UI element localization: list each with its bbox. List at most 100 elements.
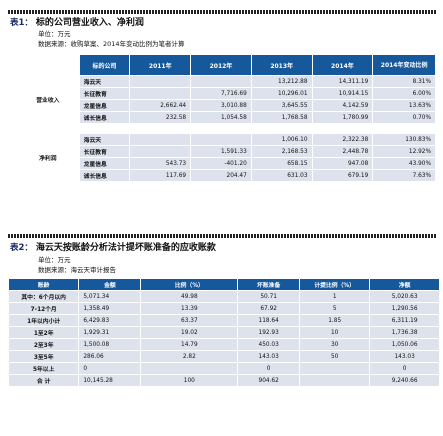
value-cell: 3,645.55: [251, 100, 312, 111]
table1-unit: 单位：万元: [38, 30, 71, 38]
table-row: 龙星信息 2,662.44 3,010.88 3,645.55 4,142.59…: [17, 100, 435, 111]
value-cell: 2,168.53: [251, 146, 312, 157]
rate-cell: [300, 363, 370, 374]
table-row: 长征教育 7,716.69 10,296.01 10,914.15 6.00%: [17, 88, 435, 99]
change-cell: 8.31%: [373, 76, 435, 87]
company-cell: 长征教育: [79, 146, 130, 157]
table2-prefix: 表2：: [10, 242, 33, 253]
table2-header-cell: 净额: [370, 279, 439, 290]
amount-cell: 0: [79, 363, 141, 374]
rate-cell: [300, 375, 370, 386]
table-row: 其中：6个月以内 5,071.34 49.98 50.71 1 5,020.63: [9, 291, 439, 302]
company-cell: 诚长信息: [79, 170, 130, 181]
value-cell: [130, 88, 191, 99]
provision-cell: 67.92: [238, 303, 300, 314]
company-cell: 海云天: [79, 134, 130, 145]
value-cell: 1,006.10: [251, 134, 312, 145]
age-cell: 2至3年: [9, 339, 79, 350]
amount-cell: 286.06: [79, 351, 141, 362]
value-cell: 10,914.15: [312, 88, 373, 99]
change-cell: 6.00%: [373, 88, 435, 99]
value-cell: 7,716.69: [191, 88, 251, 99]
table2-title: 海云天按账龄分析法计提坏账准备的应收账款: [35, 243, 216, 253]
amount-cell: 1,929.31: [79, 327, 141, 338]
rate-cell: 10: [300, 327, 370, 338]
ratio-cell: 13.39: [141, 303, 238, 314]
rate-cell: 50: [300, 351, 370, 362]
change-cell: 13.63%: [373, 100, 435, 111]
ratio-cell: 100: [141, 375, 238, 386]
value-cell: 3,010.88: [191, 100, 251, 111]
company-cell: 龙星信息: [79, 100, 130, 111]
value-cell: -401.20: [191, 158, 251, 169]
revenue-profit-table: 标的公司 2011年 2012年 2013年 2014年 2014年变动比例 营…: [16, 54, 436, 182]
value-cell: 2,448.78: [312, 146, 373, 157]
table2-header-cell: 计提比例（%）: [300, 279, 370, 290]
table-row: 营业收入 海云天 13,212.88 14,311.19 8.31%: [17, 76, 435, 123]
value-cell: [191, 76, 251, 87]
value-cell: 2,322.38: [312, 134, 373, 145]
table2-title-row: 表2： 海云天按账龄分析法计提坏账准备的应收账款: [10, 240, 216, 254]
table2-header-cell: 账龄: [9, 279, 79, 290]
value-cell: 1,780.99: [312, 112, 373, 123]
table1-header-cell: 2014年变动比例: [373, 55, 435, 75]
table1-header-cell: 2012年: [191, 55, 251, 75]
table1-header-row: 标的公司 2011年 2012年 2013年 2014年 2014年变动比例: [17, 55, 435, 75]
provision-cell: 143.03: [238, 351, 300, 362]
value-cell: 631.03: [251, 170, 312, 181]
table-row: 龙星信息 543.73 -401.20 658.15 947.08 43.90%: [17, 158, 435, 169]
table-row: 7-12个月 1,358.49 13.39 67.92 5 1,290.56: [9, 303, 439, 314]
age-cell: 3至5年: [9, 351, 79, 362]
table2-header-row: 账龄 金额 比例（%） 坏账准备 计提比例（%） 净额: [9, 279, 439, 290]
table2-header-cell: 比例（%）: [141, 279, 238, 290]
company-cell: 龙星信息: [79, 158, 130, 169]
table1-source: 数据来源：收购草案、2014年变动比例为笔者计算: [38, 40, 185, 48]
table-row: 1年以内小计 6,429.83 63.37 118.64 1.85 6,311.…: [9, 315, 439, 326]
spacer-row: [17, 124, 435, 133]
group-label-revenue: 营业收入: [17, 76, 79, 123]
header-stripe: [8, 234, 437, 238]
net-cell: 1,050.06: [370, 339, 439, 350]
value-cell: 1,768.58: [251, 112, 312, 123]
company-cell: 长征教育: [79, 88, 130, 99]
table1-header-cell: 标的公司: [79, 55, 130, 75]
table1-header-cell: 2014年: [312, 55, 373, 75]
value-cell: 232.58: [130, 112, 191, 123]
amount-cell: 1,358.49: [79, 303, 141, 314]
value-cell: [130, 76, 191, 87]
table2-header-cell: 金额: [79, 279, 141, 290]
table-row: 净利润 海云天 1,006.10 2,322.38 130.83%: [17, 134, 435, 181]
value-cell: 679.19: [312, 170, 373, 181]
value-cell: 13,212.88: [251, 76, 312, 87]
value-cell: 4,142.59: [312, 100, 373, 111]
ratio-cell: 2.82: [141, 351, 238, 362]
change-cell: 12.92%: [373, 146, 435, 157]
table2-header-cell: 坏账准备: [238, 279, 300, 290]
net-cell: 6,311.19: [370, 315, 439, 326]
amount-cell: 6,429.83: [79, 315, 141, 326]
amount-cell: 5,071.34: [79, 291, 141, 302]
value-cell: 658.15: [251, 158, 312, 169]
table1-prefix: 表1：: [10, 17, 33, 28]
table1-header-cell: 2013年: [251, 55, 312, 75]
age-cell: 合 计: [9, 375, 79, 386]
provision-cell: 192.93: [238, 327, 300, 338]
table-row: 2至3年 1,500.08 14.79 450.03 30 1,050.06: [9, 339, 439, 350]
value-cell: 2,662.44: [130, 100, 191, 111]
value-cell: [130, 134, 191, 145]
value-cell: 10,296.01: [251, 88, 312, 99]
ratio-cell: 14.79: [141, 339, 238, 350]
change-cell: 130.83%: [373, 134, 435, 145]
provision-cell: 450.03: [238, 339, 300, 350]
ratio-cell: 19.02: [141, 327, 238, 338]
net-cell: 143.03: [370, 351, 439, 362]
net-cell: 1,290.56: [370, 303, 439, 314]
rate-cell: 1.85: [300, 315, 370, 326]
table1-title-row: 表1： 标的公司营业收入、净利润: [10, 15, 144, 29]
value-cell: 1,591.33: [191, 146, 251, 157]
net-cell: 0: [370, 363, 439, 374]
company-cell: 海云天: [79, 76, 130, 87]
group-label-net-profit: 净利润: [17, 134, 79, 181]
table1-title: 标的公司营业收入、净利润: [35, 18, 144, 28]
value-cell: 117.69: [130, 170, 191, 181]
